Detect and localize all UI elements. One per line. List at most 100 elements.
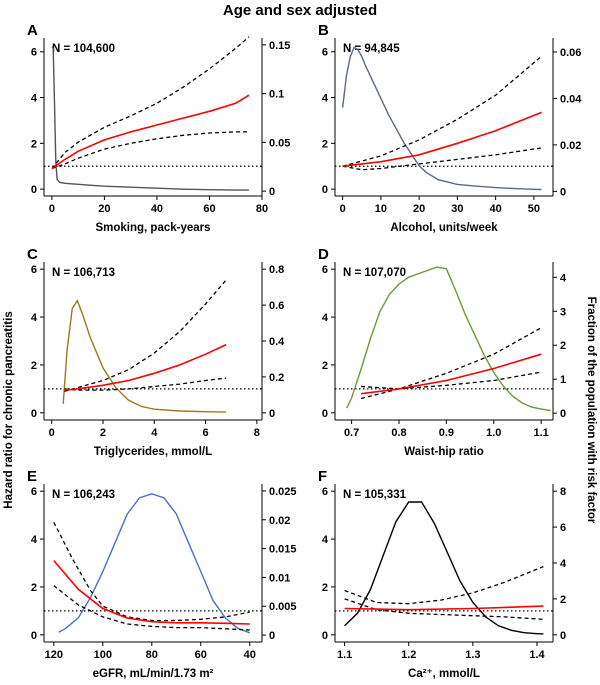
- x-tick-label: 40: [151, 203, 163, 215]
- x-tick-label: 40: [490, 203, 502, 215]
- left-tick-label: 4: [322, 312, 329, 324]
- x-tick-label: 120: [45, 649, 63, 661]
- x-axis-label: Alcohol, units/week: [390, 222, 498, 234]
- x-tick-label: 4: [151, 427, 158, 439]
- panel-d: 0 2 4 6 0 1 2 3 4 0.7 0.8 0.9 1.0 1.1 Waist-hip ratio D…: [318, 246, 567, 458]
- sample-size-label: N = 105,331: [343, 489, 407, 501]
- left-tick-label: 4: [31, 534, 38, 546]
- x-axis-label: Triglycerides, mmol/L: [94, 446, 212, 458]
- left-tick-label: 0: [322, 184, 328, 196]
- x-tick-label: 60: [195, 649, 207, 661]
- panel-b: 0 2 4 6 0 0.02 0.04 0.06 0 10 20 30 40 50 Alcohol, uni…: [318, 22, 582, 234]
- left-tick-label: 2: [31, 360, 37, 372]
- left-tick-label: 0: [31, 184, 37, 196]
- right-tick-label: 0: [560, 408, 566, 420]
- ci-upper-line: [51, 36, 250, 169]
- right-tick-label: 0.1: [269, 89, 284, 101]
- right-tick-label: 0.025: [269, 486, 297, 498]
- panel-letter: E: [27, 468, 37, 485]
- distribution-line: [62, 299, 227, 413]
- panel-c: 0 2 4 6 0 0.2 0.4 0.6 0.8 0 2 4 6 8 Triglycerides, mmo…: [27, 246, 285, 458]
- right-tick-label: 0.05: [269, 137, 290, 149]
- left-axis-label: Hazard ratio for chronic pancreatitis: [3, 311, 15, 508]
- right-tick-label: 0.04: [560, 93, 582, 105]
- ci-lower-line: [342, 147, 542, 171]
- left-tick-label: 2: [31, 582, 37, 594]
- left-tick-label: 0: [322, 408, 328, 420]
- right-tick-label: 4: [560, 558, 567, 570]
- x-tick-label: 100: [94, 649, 112, 661]
- right-tick-label: 0.02: [269, 515, 290, 527]
- x-tick-label: 40: [244, 649, 256, 661]
- x-tick-label: 1.1: [534, 427, 549, 439]
- panel-letter: D: [318, 246, 329, 263]
- panel-letter: A: [27, 22, 38, 39]
- right-tick-label: 0.4: [269, 336, 285, 348]
- left-tick-label: 6: [31, 47, 37, 59]
- right-tick-label: 2: [560, 340, 566, 352]
- left-tick-label: 0: [322, 630, 328, 642]
- distribution-line: [58, 493, 251, 634]
- left-tick-label: 6: [31, 486, 37, 498]
- panel-letter: C: [27, 246, 38, 263]
- x-tick-label: 0.9: [439, 427, 454, 439]
- hazard-ratio-line: [342, 111, 542, 167]
- sample-size-label: N = 104,600: [52, 43, 115, 55]
- x-tick-label: 1.0: [486, 427, 501, 439]
- right-tick-label: 0: [560, 186, 566, 198]
- ci-lower-line: [361, 371, 542, 390]
- panel-letter: F: [318, 468, 327, 485]
- right-tick-label: 0.8: [269, 264, 284, 276]
- x-tick-label: 20: [98, 203, 110, 215]
- right-tick-label: 6: [560, 522, 566, 534]
- x-axis-label: Ca²⁺, mmol/L: [408, 668, 480, 680]
- right-tick-label: 0.06: [560, 47, 581, 59]
- left-tick-label: 0: [31, 408, 37, 420]
- sample-size-label: N = 107,070: [343, 267, 406, 279]
- left-tick-label: 4: [31, 93, 38, 105]
- right-tick-label: 2: [560, 594, 566, 606]
- right-tick-label: 0.015: [269, 544, 297, 556]
- left-tick-label: 4: [322, 534, 329, 546]
- left-tick-label: 6: [31, 264, 37, 276]
- right-tick-label: 0: [560, 630, 566, 642]
- x-tick-label: 60: [203, 203, 215, 215]
- x-axis-label: eGFR, mL/min/1.73 m²: [93, 668, 214, 680]
- left-tick-label: 0: [31, 630, 37, 642]
- right-tick-label: 0.005: [269, 601, 297, 613]
- x-tick-label: 0: [49, 427, 55, 439]
- ci-lower-line: [53, 585, 250, 631]
- right-tick-label: 0.02: [560, 140, 581, 152]
- x-tick-label: 2: [100, 427, 106, 439]
- x-tick-label: 8: [254, 427, 260, 439]
- right-tick-label: 3: [560, 306, 566, 318]
- ci-upper-line: [342, 55, 542, 167]
- right-tick-label: 0: [269, 408, 275, 420]
- x-tick-label: 50: [528, 203, 540, 215]
- left-tick-label: 6: [322, 264, 328, 276]
- x-tick-label: 80: [146, 649, 158, 661]
- left-tick-label: 2: [322, 582, 328, 594]
- x-tick-label: 1.4: [529, 649, 545, 661]
- sample-size-label: N = 106,713: [52, 267, 115, 279]
- right-tick-label: 8: [560, 486, 566, 498]
- right-tick-label: 0.2: [269, 372, 284, 384]
- left-tick-label: 6: [322, 47, 328, 59]
- x-tick-label: 1.2: [401, 649, 416, 661]
- left-tick-label: 2: [31, 138, 37, 150]
- ci-lower-line: [344, 598, 544, 620]
- right-tick-label: 0.15: [269, 40, 290, 52]
- hazard-ratio-line: [51, 94, 250, 170]
- x-axis-label: Smoking, pack-years: [95, 222, 210, 234]
- figure-title: Age and sex adjusted: [223, 2, 377, 19]
- x-tick-label: 0: [340, 203, 346, 215]
- panel-letter: B: [318, 22, 329, 39]
- left-tick-label: 2: [322, 360, 328, 372]
- ci-upper-line: [64, 279, 227, 392]
- ci-lower-line: [51, 131, 249, 170]
- left-tick-label: 4: [31, 312, 38, 324]
- hazard-ratio-line: [53, 560, 250, 625]
